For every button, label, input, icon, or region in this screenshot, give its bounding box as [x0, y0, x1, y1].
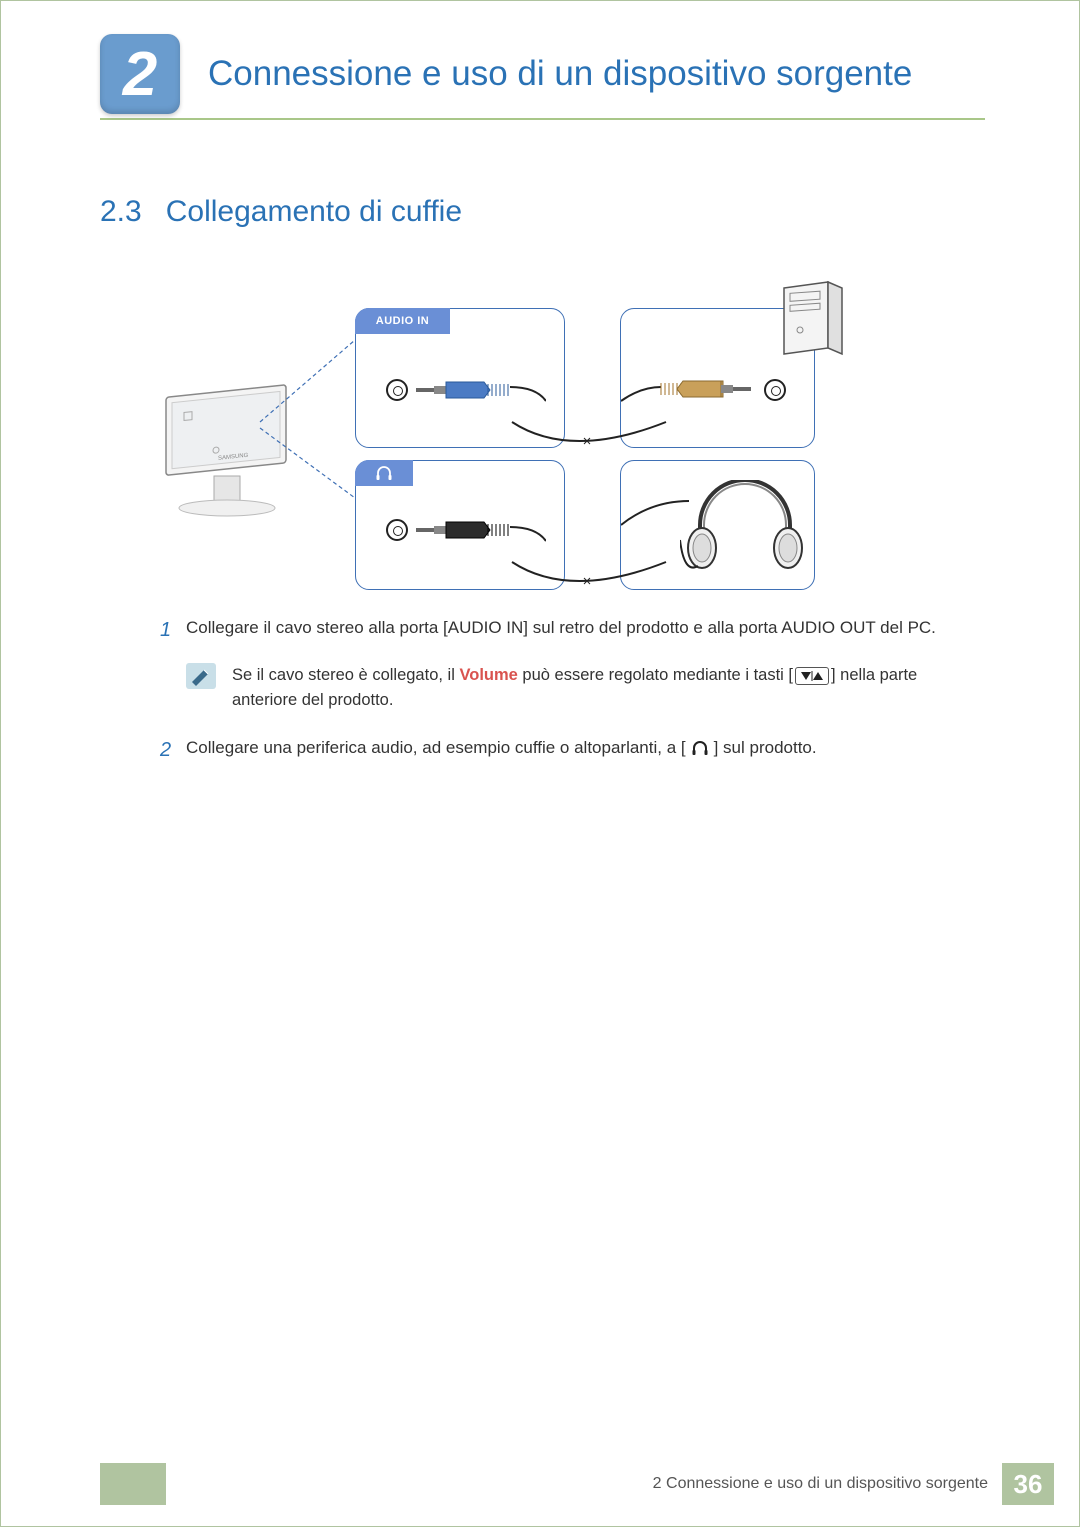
audio-in-label: AUDIO IN: [355, 308, 450, 334]
chapter-number-badge: 2: [100, 34, 180, 114]
note-icon: [186, 663, 216, 689]
headphone-icon: [375, 465, 393, 481]
black-audio-plug-icon: [416, 517, 546, 547]
step-2: 2 Collegare una periferica audio, ad ese…: [160, 735, 980, 765]
note-box: Se il cavo stereo è collegato, il Volume…: [186, 663, 980, 713]
pc-tower-illustration: [780, 280, 848, 360]
section-number: 2.3: [100, 195, 142, 228]
section-title: Collegamento di cuffie: [166, 195, 462, 228]
connection-diagram: SAMSUNG AUDIO IN: [160, 280, 920, 600]
page-footer: 2 Connessione e uso di un dispositivo so…: [653, 1463, 1054, 1505]
step-number: 1: [160, 615, 186, 645]
instruction-steps: 1 Collegare il cavo stereo alla porta [A…: [160, 615, 980, 783]
headphones-illustration: [680, 480, 810, 585]
step-number: 2: [160, 735, 186, 765]
volume-keyword: Volume: [459, 666, 517, 684]
monitor-illustration: SAMSUNG: [160, 380, 320, 520]
volume-keys-icon: [795, 667, 829, 685]
footer-chapter-label: 2 Connessione e uso di un dispositivo so…: [653, 1475, 988, 1493]
cable-to-pc-plug-icon: [621, 377, 776, 407]
headphone-port-icon: [688, 739, 712, 757]
headphone-port-label: [355, 460, 413, 486]
chapter-header: 2 Connessione e uso di un dispositivo so…: [100, 30, 985, 120]
chapter-title: Connessione e uso di un dispositivo sorg…: [208, 54, 912, 94]
page-number: 36: [1002, 1463, 1054, 1505]
blue-audio-plug-icon: [416, 377, 546, 407]
step-text: Collegare una periferica audio, ad esemp…: [186, 735, 980, 765]
note-text: Se il cavo stereo è collegato, il Volume…: [232, 663, 980, 713]
footer-accent-bar: [100, 1463, 166, 1505]
headphone-jack-icon: [386, 519, 408, 541]
step-1: 1 Collegare il cavo stereo alla porta [A…: [160, 615, 980, 645]
audio-in-jack-icon: [386, 379, 408, 401]
step-text: Collegare il cavo stereo alla porta [AUD…: [186, 615, 980, 645]
section-heading: 2.3 Collegamento di cuffie: [100, 195, 462, 229]
